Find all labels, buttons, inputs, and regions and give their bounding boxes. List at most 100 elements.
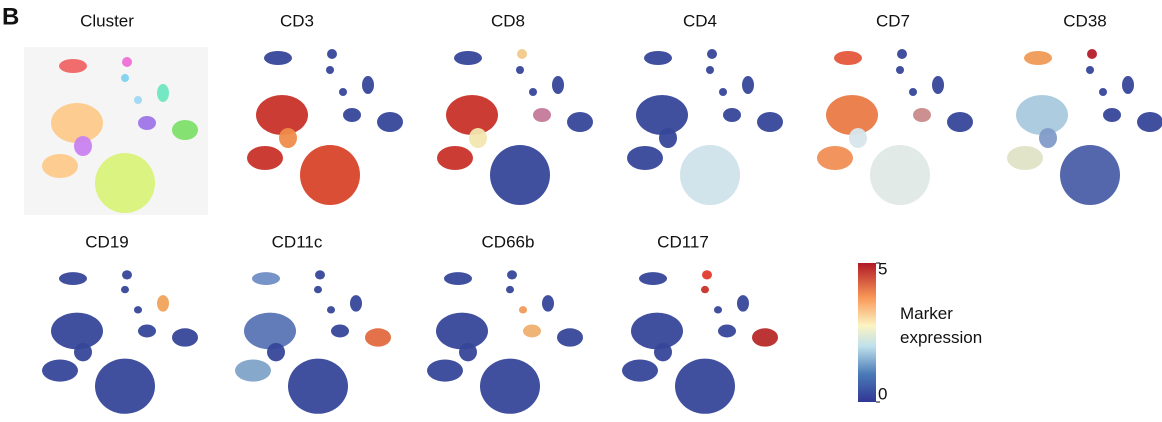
cell-cluster (897, 49, 907, 59)
cell-cluster (235, 359, 271, 382)
cell-cluster (42, 154, 78, 178)
cell-cluster (834, 51, 862, 65)
cell-cluster (659, 128, 677, 148)
cell-cluster (331, 324, 349, 338)
cell-cluster (172, 328, 198, 347)
cell-cluster (122, 270, 132, 280)
cell-cluster (300, 145, 360, 205)
cell-cluster (680, 145, 740, 205)
cell-cluster (533, 108, 551, 122)
plot-title: CD38 (1063, 11, 1106, 30)
cell-cluster (516, 66, 524, 74)
cell-cluster (59, 272, 87, 285)
cell-cluster (1024, 51, 1052, 65)
cell-cluster (454, 51, 482, 65)
cell-cluster (529, 88, 537, 96)
cell-cluster (757, 112, 783, 132)
plot-title: Cluster (80, 11, 134, 30)
cell-cluster (702, 270, 712, 280)
panel-label: B (2, 3, 19, 30)
cell-cluster (654, 342, 672, 362)
cell-cluster (870, 145, 930, 205)
cell-cluster (134, 96, 142, 104)
cell-cluster (1137, 112, 1162, 132)
cell-cluster (675, 358, 735, 414)
cell-cluster (427, 359, 463, 382)
cell-cluster (552, 76, 564, 94)
colorbar-label: Marker expression (900, 304, 982, 347)
cell-cluster (644, 51, 672, 65)
colorbar (858, 263, 876, 402)
cell-cluster (909, 88, 917, 96)
cell-cluster (244, 312, 296, 350)
cell-cluster (636, 95, 688, 135)
cell-cluster (362, 76, 374, 94)
cell-cluster (932, 76, 944, 94)
cell-cluster (737, 295, 749, 312)
cell-cluster (517, 49, 527, 59)
cell-cluster (490, 145, 550, 205)
cell-cluster (42, 359, 78, 382)
cell-cluster (752, 328, 778, 347)
cell-cluster (519, 306, 527, 314)
cell-cluster (51, 312, 103, 350)
plot-title: CD4 (683, 11, 717, 30)
cell-cluster (59, 59, 87, 73)
cell-cluster (718, 324, 736, 338)
cell-cluster (252, 272, 280, 285)
cell-cluster (1016, 95, 1068, 135)
plot-title: CD8 (491, 11, 525, 30)
cell-cluster (134, 306, 142, 314)
cell-cluster (339, 88, 347, 96)
cell-cluster (1099, 88, 1107, 96)
cell-cluster (1039, 128, 1057, 148)
cell-cluster (1060, 145, 1120, 205)
plot-title: CD117 (657, 232, 709, 251)
cell-cluster (95, 153, 155, 213)
cell-cluster (122, 57, 132, 67)
cell-cluster (121, 285, 129, 294)
cell-cluster (446, 95, 498, 135)
plot-title: CD19 (85, 232, 128, 251)
cell-cluster (315, 270, 325, 280)
cell-cluster (567, 112, 593, 132)
cell-cluster (138, 324, 156, 338)
cell-cluster (826, 95, 878, 135)
cell-cluster (469, 128, 487, 148)
cell-cluster (742, 76, 754, 94)
plot-title: CD7 (876, 11, 910, 30)
cell-cluster (523, 324, 541, 338)
cell-cluster (279, 128, 297, 148)
cell-cluster (436, 312, 488, 350)
cell-cluster (74, 342, 92, 362)
cell-cluster (639, 272, 667, 285)
cell-cluster (343, 108, 361, 122)
cell-cluster (1086, 66, 1094, 74)
cell-cluster (459, 342, 477, 362)
cell-cluster (542, 295, 554, 312)
cell-cluster (896, 66, 904, 74)
cell-cluster (314, 285, 322, 294)
cell-cluster (444, 272, 472, 285)
cell-cluster (256, 95, 308, 135)
cell-cluster (706, 66, 714, 74)
cell-cluster (723, 108, 741, 122)
cell-cluster (326, 66, 334, 74)
colorbar-tick-label: 5 (878, 259, 887, 278)
cell-cluster (627, 146, 663, 170)
cell-cluster (1007, 146, 1043, 170)
cell-cluster (95, 358, 155, 414)
cell-cluster (157, 84, 169, 102)
cell-cluster (264, 51, 292, 65)
cell-cluster (1122, 76, 1134, 94)
cell-cluster (51, 103, 103, 143)
cell-cluster (849, 128, 867, 148)
cell-cluster (267, 342, 285, 362)
cell-cluster (1103, 108, 1121, 122)
cell-cluster (437, 146, 473, 170)
cell-cluster (74, 136, 92, 156)
cell-cluster (631, 312, 683, 350)
cell-cluster (247, 146, 283, 170)
